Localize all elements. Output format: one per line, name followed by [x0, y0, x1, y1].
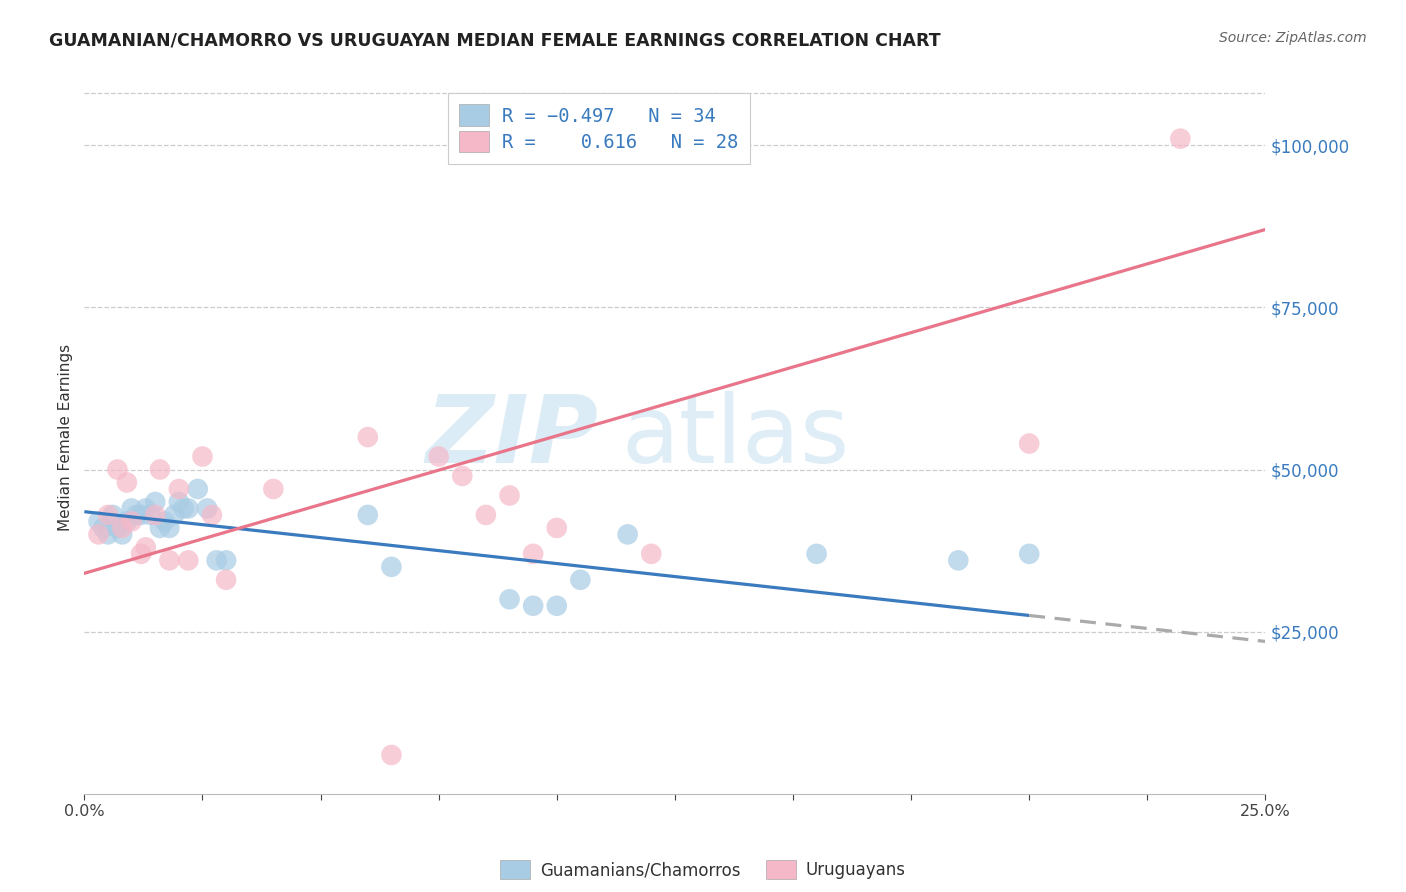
- Point: [498, 592, 520, 607]
- Point: [111, 527, 134, 541]
- Legend: R = −0.497   N = 34, R =    0.616   N = 28: R = −0.497 N = 34, R = 0.616 N = 28: [449, 94, 749, 164]
- Point: [115, 515, 138, 529]
- Point: [569, 573, 592, 587]
- Point: [427, 450, 450, 464]
- Point: [87, 515, 110, 529]
- Point: [262, 482, 284, 496]
- Point: [129, 547, 152, 561]
- Text: GUAMANIAN/CHAMORRO VS URUGUAYAN MEDIAN FEMALE EARNINGS CORRELATION CHART: GUAMANIAN/CHAMORRO VS URUGUAYAN MEDIAN F…: [49, 31, 941, 49]
- Point: [380, 559, 402, 574]
- Point: [149, 462, 172, 476]
- Point: [357, 508, 380, 522]
- Point: [173, 501, 195, 516]
- Point: [163, 508, 186, 522]
- Point: [91, 521, 114, 535]
- Point: [121, 501, 143, 516]
- Point: [205, 553, 228, 567]
- Point: [806, 547, 828, 561]
- Point: [522, 547, 544, 561]
- Point: [215, 573, 238, 587]
- Legend: Guamanians/Chamorros, Uruguayans: Guamanians/Chamorros, Uruguayans: [494, 854, 912, 886]
- Point: [475, 508, 498, 522]
- Point: [498, 488, 520, 502]
- Point: [157, 521, 180, 535]
- Point: [187, 482, 209, 496]
- Point: [177, 553, 200, 567]
- Point: [215, 553, 238, 567]
- Text: atlas: atlas: [621, 391, 851, 483]
- Point: [139, 508, 162, 522]
- Point: [640, 547, 662, 561]
- Point: [121, 515, 143, 529]
- Point: [153, 515, 176, 529]
- Point: [1018, 547, 1040, 561]
- Point: [380, 747, 402, 762]
- Point: [101, 508, 124, 522]
- Point: [129, 508, 152, 522]
- Point: [97, 527, 120, 541]
- Point: [87, 527, 110, 541]
- Point: [115, 475, 138, 490]
- Point: [167, 482, 190, 496]
- Point: [107, 521, 129, 535]
- Point: [948, 553, 970, 567]
- Point: [143, 495, 166, 509]
- Point: [1018, 436, 1040, 450]
- Point: [195, 501, 218, 516]
- Point: [546, 521, 568, 535]
- Point: [135, 501, 157, 516]
- Text: Source: ZipAtlas.com: Source: ZipAtlas.com: [1219, 31, 1367, 45]
- Text: ZIP: ZIP: [425, 391, 598, 483]
- Point: [107, 462, 129, 476]
- Point: [191, 450, 214, 464]
- Y-axis label: Median Female Earnings: Median Female Earnings: [58, 343, 73, 531]
- Point: [157, 553, 180, 567]
- Point: [111, 521, 134, 535]
- Point: [522, 599, 544, 613]
- Point: [135, 541, 157, 555]
- Point: [177, 501, 200, 516]
- Point: [125, 508, 148, 522]
- Point: [167, 495, 190, 509]
- Point: [149, 521, 172, 535]
- Point: [97, 508, 120, 522]
- Point: [201, 508, 224, 522]
- Point: [357, 430, 380, 444]
- Point: [1170, 131, 1192, 145]
- Point: [451, 469, 474, 483]
- Point: [143, 508, 166, 522]
- Point: [616, 527, 638, 541]
- Point: [546, 599, 568, 613]
